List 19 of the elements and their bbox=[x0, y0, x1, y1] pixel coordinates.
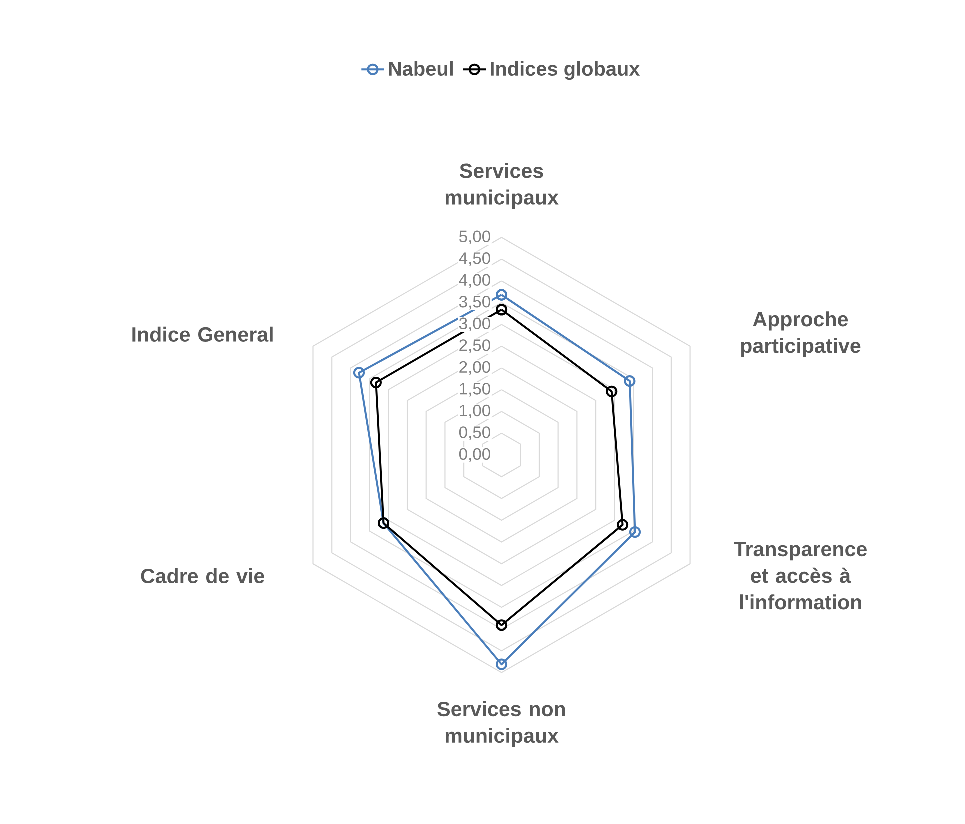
y-tick-label: 5,00 bbox=[459, 230, 490, 245]
y-tick-label: 0,00 bbox=[459, 448, 490, 462]
y-tick-label: 4,50 bbox=[459, 252, 490, 266]
spoke-label: Transparence et accès à l'information bbox=[734, 542, 867, 610]
spoke-label: Indice General bbox=[132, 326, 273, 342]
y-tick-label: 4,00 bbox=[459, 274, 490, 288]
y-tick-label: 2,00 bbox=[460, 361, 490, 376]
spoke-label: Services municipaux bbox=[446, 163, 559, 210]
legend-label: Nabeul bbox=[389, 61, 453, 76]
legend-label: Indices globaux bbox=[491, 61, 640, 80]
y-tick-label: 3,50 bbox=[459, 296, 490, 310]
spoke-label: Approche participative bbox=[741, 312, 861, 358]
y-tick-label: 3,00 bbox=[459, 318, 490, 332]
spoke-label: Cadre de vie bbox=[141, 568, 264, 584]
spoke-label: Services non municipaux bbox=[438, 702, 566, 748]
y-tick-label: 2,50 bbox=[460, 340, 490, 354]
y-tick-label: 0,50 bbox=[459, 426, 490, 440]
y-tick-label: 1,00 bbox=[460, 404, 490, 419]
y-tick-label: 1,50 bbox=[460, 383, 490, 397]
